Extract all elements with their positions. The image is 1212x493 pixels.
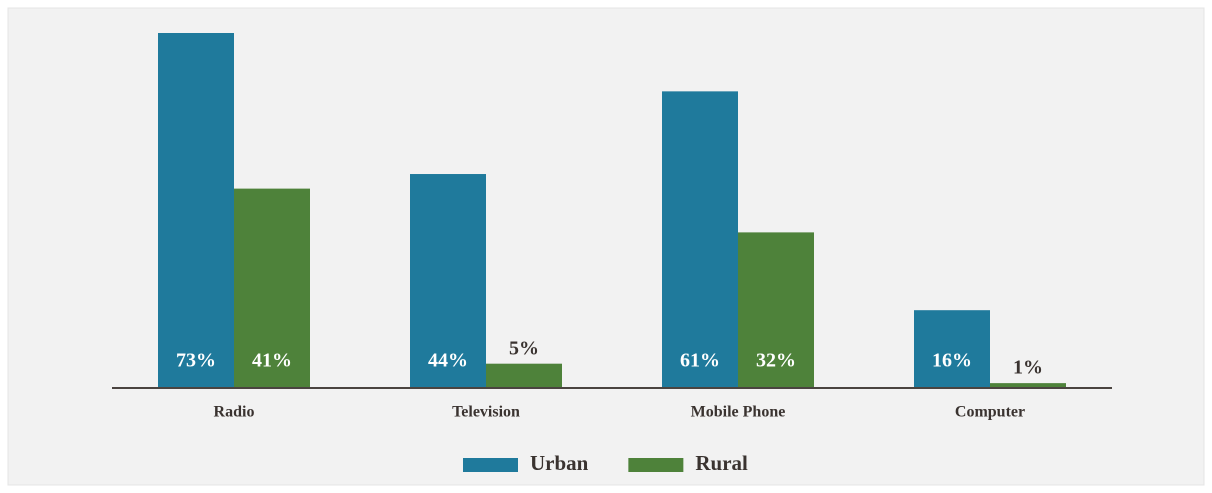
bar bbox=[914, 310, 990, 388]
value-label: 16% bbox=[932, 350, 972, 372]
value-label: 73% bbox=[176, 350, 216, 372]
value-label: 41% bbox=[252, 350, 292, 372]
bar bbox=[486, 363, 562, 388]
legend-label: Rural bbox=[695, 451, 748, 475]
x-tick-label: Mobile Phone bbox=[691, 404, 786, 421]
bar bbox=[410, 174, 486, 388]
bar bbox=[158, 33, 234, 388]
bar bbox=[662, 91, 738, 388]
x-tick-label: Computer bbox=[955, 404, 1025, 421]
bar bbox=[738, 232, 814, 388]
value-label: 44% bbox=[428, 350, 468, 372]
value-label: 32% bbox=[756, 350, 796, 372]
legend-swatch bbox=[463, 458, 518, 472]
value-label: 1% bbox=[1013, 357, 1043, 379]
legend-swatch bbox=[628, 458, 684, 472]
x-tick-label: Radio bbox=[214, 404, 255, 421]
value-label: 5% bbox=[509, 337, 539, 359]
bar bbox=[990, 383, 1066, 388]
value-label: 61% bbox=[680, 350, 720, 372]
x-tick-label: Television bbox=[452, 404, 520, 421]
legend-label: Urban bbox=[530, 451, 589, 475]
bar bbox=[234, 188, 310, 388]
